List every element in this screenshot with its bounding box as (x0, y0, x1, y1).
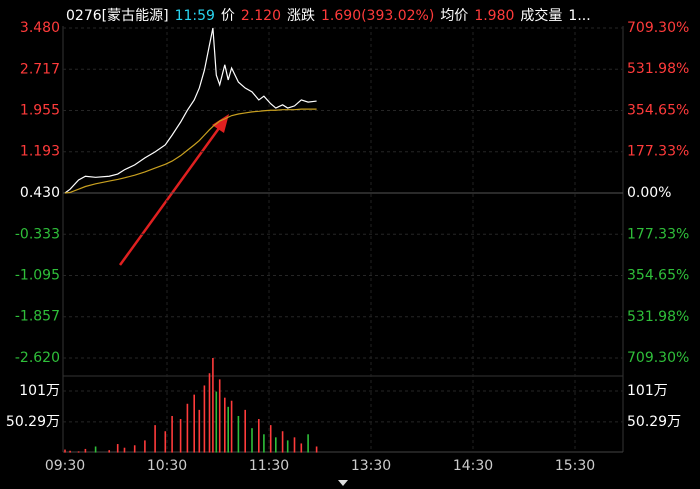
y-tick-label: 0.430 (20, 185, 60, 201)
volume-bar (269, 425, 272, 453)
average-line (64, 108, 317, 194)
volume-bar (64, 449, 66, 453)
y-tick-label: 1.193 (20, 144, 60, 160)
volume-bar (77, 451, 80, 453)
y-tick-label: -0.333 (15, 226, 60, 242)
volume-label: 成交量 (520, 8, 563, 24)
volume-tick-label-right: 50.29万 (627, 414, 681, 430)
volume-tick-label-right: 101万 (627, 383, 668, 399)
avg: 1.980 (474, 8, 515, 24)
volume-bar (69, 450, 71, 453)
volume-bar (300, 443, 303, 453)
annotation-arrow (118, 123, 224, 266)
y2-tick-label: 709.30% (627, 350, 689, 366)
x-tick-label: 10:30 (147, 458, 187, 474)
x-tick-label: 13:30 (351, 458, 391, 474)
volume-bar (286, 440, 289, 453)
volume-bar (215, 391, 218, 453)
volume-tick-label: 50.29万 (6, 414, 60, 430)
volume-bar (258, 419, 260, 453)
volume-bar (108, 450, 110, 453)
header: 0276[蒙古能源] 11:59 价 2.120 涨跌 1.690(393.02%) 均价 1… (66, 5, 597, 25)
y2-tick-label: 177.33% (627, 226, 689, 242)
y2-tick-label: 0.00% (627, 185, 671, 201)
change-label: 涨跌 (287, 8, 316, 24)
volume-bar (315, 446, 318, 453)
volume-bar (186, 403, 189, 453)
x-tick-label: 09:30 (45, 458, 85, 474)
volume-bar (144, 440, 146, 453)
volume-bar (203, 385, 206, 453)
volume-bar (193, 394, 195, 453)
y2-tick-label: 177.33% (627, 144, 689, 160)
stock-code: 0276[蒙古能源] (66, 8, 169, 24)
y-tick-label: 2.717 (20, 61, 60, 77)
volume-bar (227, 406, 229, 453)
volume-tick-label: 101万 (19, 383, 60, 399)
volume-bar (307, 434, 309, 453)
y2-tick-label: 354.65% (627, 103, 689, 119)
volume-bar (212, 358, 214, 453)
volume-bar (154, 425, 156, 453)
volume-bar (293, 437, 296, 453)
volume-bar (171, 415, 173, 453)
volume-bar (164, 431, 167, 453)
volume-bar (116, 444, 119, 453)
price: 2.120 (240, 8, 282, 24)
y2-tick-label: 709.30% (627, 20, 689, 36)
y2-tick-label: 531.98% (627, 309, 689, 325)
y2-tick-label: 531.98% (627, 61, 689, 77)
y-tick-label: -1.095 (15, 268, 60, 284)
volume: 1... (568, 8, 591, 24)
volume-bar (133, 445, 136, 453)
volume-bar (244, 409, 246, 453)
scroll-indicator (338, 480, 348, 486)
change: 1.690(393.02%) (321, 8, 435, 24)
y-tick-label: 1.955 (20, 103, 60, 119)
x-tick-label: 14:30 (453, 458, 493, 474)
volume-bar (275, 437, 277, 453)
avg-label: 均价 (440, 8, 469, 24)
price-line (64, 27, 317, 194)
time: 11:59 (174, 8, 215, 24)
volume-bar (179, 419, 182, 453)
y2-tick-label: 354.65% (627, 268, 689, 284)
volume-bar (208, 373, 211, 453)
price-label: 价 (220, 8, 235, 24)
y-tick-label: -1.857 (15, 309, 60, 325)
volume-bar (94, 446, 97, 453)
volume-bar (281, 431, 284, 453)
volume-bar (84, 448, 87, 453)
y-tick-label: 3.480 (20, 20, 60, 36)
volume-bar (230, 400, 233, 453)
volume-bar (251, 428, 253, 453)
volume-bar (237, 415, 240, 453)
volume-bar (198, 409, 201, 453)
volume-bar (218, 379, 221, 453)
x-tick-label: 15:30 (555, 458, 595, 474)
volume-bar (263, 434, 265, 453)
volume-bar (224, 397, 226, 453)
volume-bar (123, 447, 126, 453)
y-tick-label: -2.620 (15, 350, 60, 366)
annotation-arrowhead (212, 114, 229, 133)
x-tick-label: 11:30 (249, 458, 289, 474)
